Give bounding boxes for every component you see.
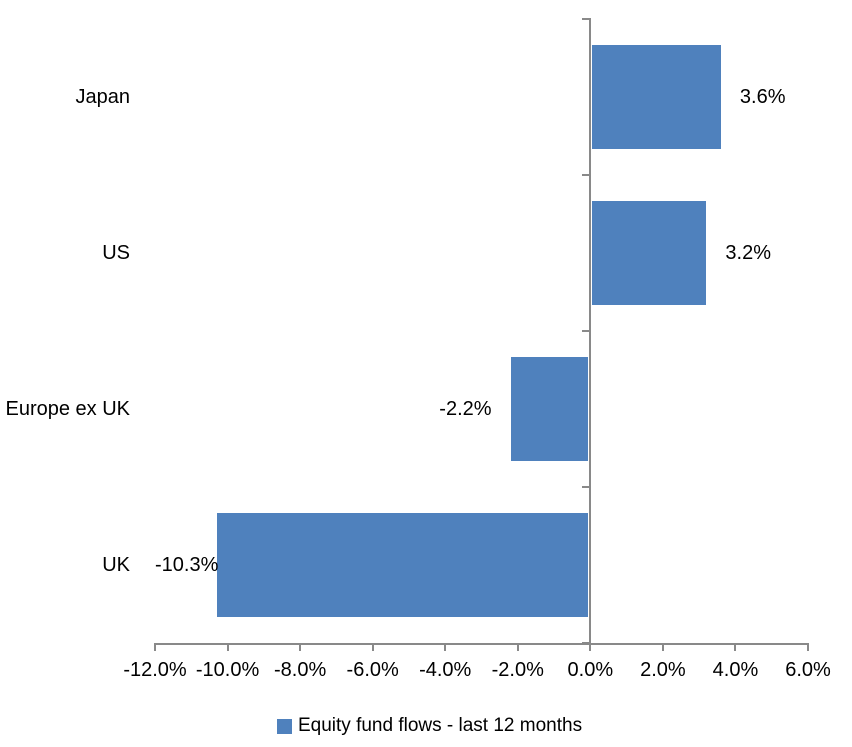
x-tick-label: 4.0% — [712, 659, 759, 681]
category-tick — [582, 642, 592, 644]
bar-europe-ex-uk — [510, 357, 589, 461]
x-axis-tick — [444, 643, 447, 651]
category-tick — [582, 486, 592, 488]
legend-swatch-icon — [277, 718, 292, 734]
bar-uk — [216, 513, 589, 617]
category-tick — [582, 174, 592, 176]
category-label-uk: UK — [102, 554, 130, 576]
x-axis-tick — [299, 643, 302, 651]
x-axis-tick — [734, 643, 737, 651]
x-tick-label: -6.0% — [346, 659, 399, 681]
category-tick — [582, 18, 592, 20]
x-tick-label: -8.0% — [273, 659, 327, 681]
legend-label: Equity fund flows - last 12 months — [298, 715, 583, 736]
x-axis-tick — [807, 643, 809, 651]
category-label-us: US — [102, 242, 130, 264]
x-axis-tick — [371, 643, 374, 651]
x-tick-label: -12.0% — [123, 659, 187, 681]
y-axis-line — [589, 19, 592, 645]
x-tick-label: -10.0% — [195, 659, 260, 681]
value-label: 3.2% — [725, 242, 772, 264]
x-axis-tick — [154, 643, 156, 651]
x-tick-label: -4.0% — [419, 659, 472, 681]
legend: Equity fund flows - last 12 months — [277, 715, 582, 738]
x-tick-label: 6.0% — [785, 659, 831, 681]
x-axis-tick — [226, 643, 229, 651]
x-axis-tick — [661, 643, 664, 651]
bar-japan — [592, 45, 721, 149]
x-axis-tick — [589, 643, 592, 651]
value-label: -10.3% — [155, 554, 219, 576]
x-tick-label: -2.0% — [491, 659, 544, 681]
x-axis-tick — [516, 643, 519, 651]
category-label-europe-ex-uk: Europe ex UK — [5, 398, 130, 420]
x-tick-label: 0.0% — [567, 659, 614, 681]
category-tick — [582, 330, 592, 332]
category-label-japan: Japan — [75, 86, 131, 108]
x-axis-line — [154, 643, 809, 645]
bar-us — [592, 201, 707, 305]
x-tick-label: 2.0% — [640, 659, 686, 681]
value-label: -2.2% — [439, 398, 492, 420]
value-label: 3.6% — [739, 86, 786, 108]
